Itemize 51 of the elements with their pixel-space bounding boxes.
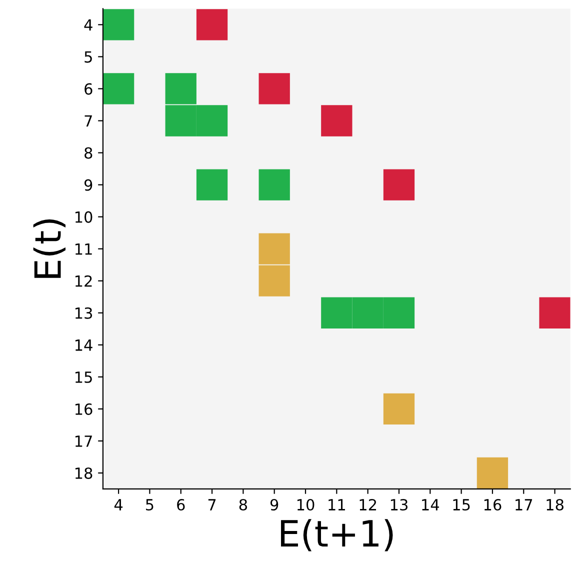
y-tick-label: 9 [84, 179, 92, 191]
x-tick-label: 15 [453, 499, 470, 511]
point [165, 73, 196, 104]
x-tick-label: 17 [516, 499, 532, 510]
x-tick-label: 13 [390, 498, 408, 511]
point [476, 457, 508, 489]
y-tick-label: 5 [84, 51, 92, 63]
point [539, 297, 570, 328]
point [258, 265, 290, 296]
x-tick-label: 16 [484, 498, 502, 511]
y-tick-label: 12 [75, 275, 92, 287]
y-tick-label: 7 [84, 115, 92, 127]
point [321, 105, 352, 136]
point [383, 297, 415, 328]
x-tick-label: 5 [146, 499, 154, 511]
x-tick-label: 8 [239, 498, 247, 511]
point [383, 169, 415, 200]
x-axis-title: E(t+1) [281, 519, 393, 552]
x-tick-label: 11 [328, 499, 345, 510]
y-tick-label: 14 [75, 340, 92, 351]
x-tick-label: 6 [177, 498, 185, 511]
point [258, 73, 290, 104]
x-tick-label: 7 [208, 499, 216, 510]
point [102, 9, 134, 40]
y-tick-label: 4 [84, 19, 92, 30]
point [258, 169, 290, 200]
y-tick-label: 10 [75, 211, 92, 223]
x-tick-label: 14 [422, 499, 440, 510]
point [321, 297, 352, 328]
y-tick-label: 8 [84, 147, 92, 159]
point [196, 9, 228, 40]
y-tick-label: 6 [84, 83, 92, 95]
y-tick-label: 17 [75, 436, 92, 447]
point [258, 233, 290, 264]
y-tick-label: 13 [75, 307, 92, 319]
x-tick-label: 9 [270, 498, 278, 511]
point [196, 105, 228, 136]
x-tick-label: 10 [297, 498, 314, 511]
y-tick-label: 15 [75, 372, 92, 383]
y-tick-label: 16 [75, 403, 92, 415]
x-tick-label: 18 [546, 498, 564, 511]
y-tick-label: 18 [75, 467, 92, 479]
point [352, 297, 384, 328]
point [165, 105, 196, 136]
point [383, 393, 415, 425]
y-tick-label: 11 [75, 243, 92, 255]
x-tick-label: 12 [360, 498, 376, 510]
x-tick-label: 4 [114, 499, 123, 510]
point [102, 73, 134, 104]
y-axis-title: E(t) [33, 219, 66, 278]
point [196, 169, 228, 200]
